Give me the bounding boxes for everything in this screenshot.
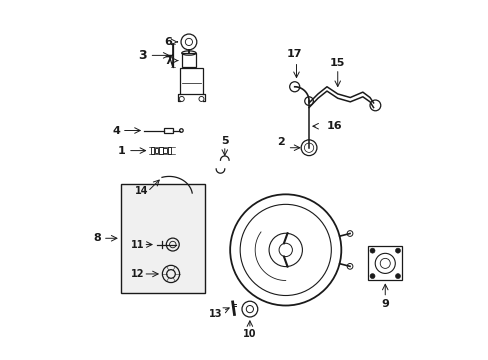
Text: 6: 6 (163, 37, 171, 47)
Text: 14: 14 (135, 186, 148, 197)
Text: 4: 4 (112, 126, 120, 135)
Bar (182, 53, 196, 67)
Circle shape (369, 248, 374, 253)
Text: 7: 7 (163, 55, 171, 66)
Text: 17: 17 (286, 49, 302, 59)
Text: 11: 11 (131, 239, 144, 249)
Text: 2: 2 (277, 138, 285, 147)
Text: 1: 1 (118, 145, 125, 156)
Circle shape (395, 248, 400, 253)
Circle shape (395, 274, 400, 279)
Text: 12: 12 (131, 269, 144, 279)
Bar (367, 246, 402, 280)
Bar (150, 147, 154, 154)
Text: 13: 13 (209, 309, 222, 319)
Bar (180, 68, 203, 94)
Text: 5: 5 (221, 136, 228, 145)
Bar (121, 184, 204, 293)
Text: 10: 10 (243, 329, 256, 339)
Text: 8: 8 (93, 233, 101, 243)
Bar (163, 148, 167, 153)
Text: 15: 15 (329, 58, 345, 68)
Bar (159, 147, 163, 154)
Bar (163, 129, 172, 133)
Bar (155, 148, 158, 153)
Text: 3: 3 (138, 49, 146, 62)
Text: 16: 16 (325, 121, 341, 131)
Bar (167, 147, 171, 154)
Text: 9: 9 (381, 299, 388, 309)
Circle shape (369, 274, 374, 279)
